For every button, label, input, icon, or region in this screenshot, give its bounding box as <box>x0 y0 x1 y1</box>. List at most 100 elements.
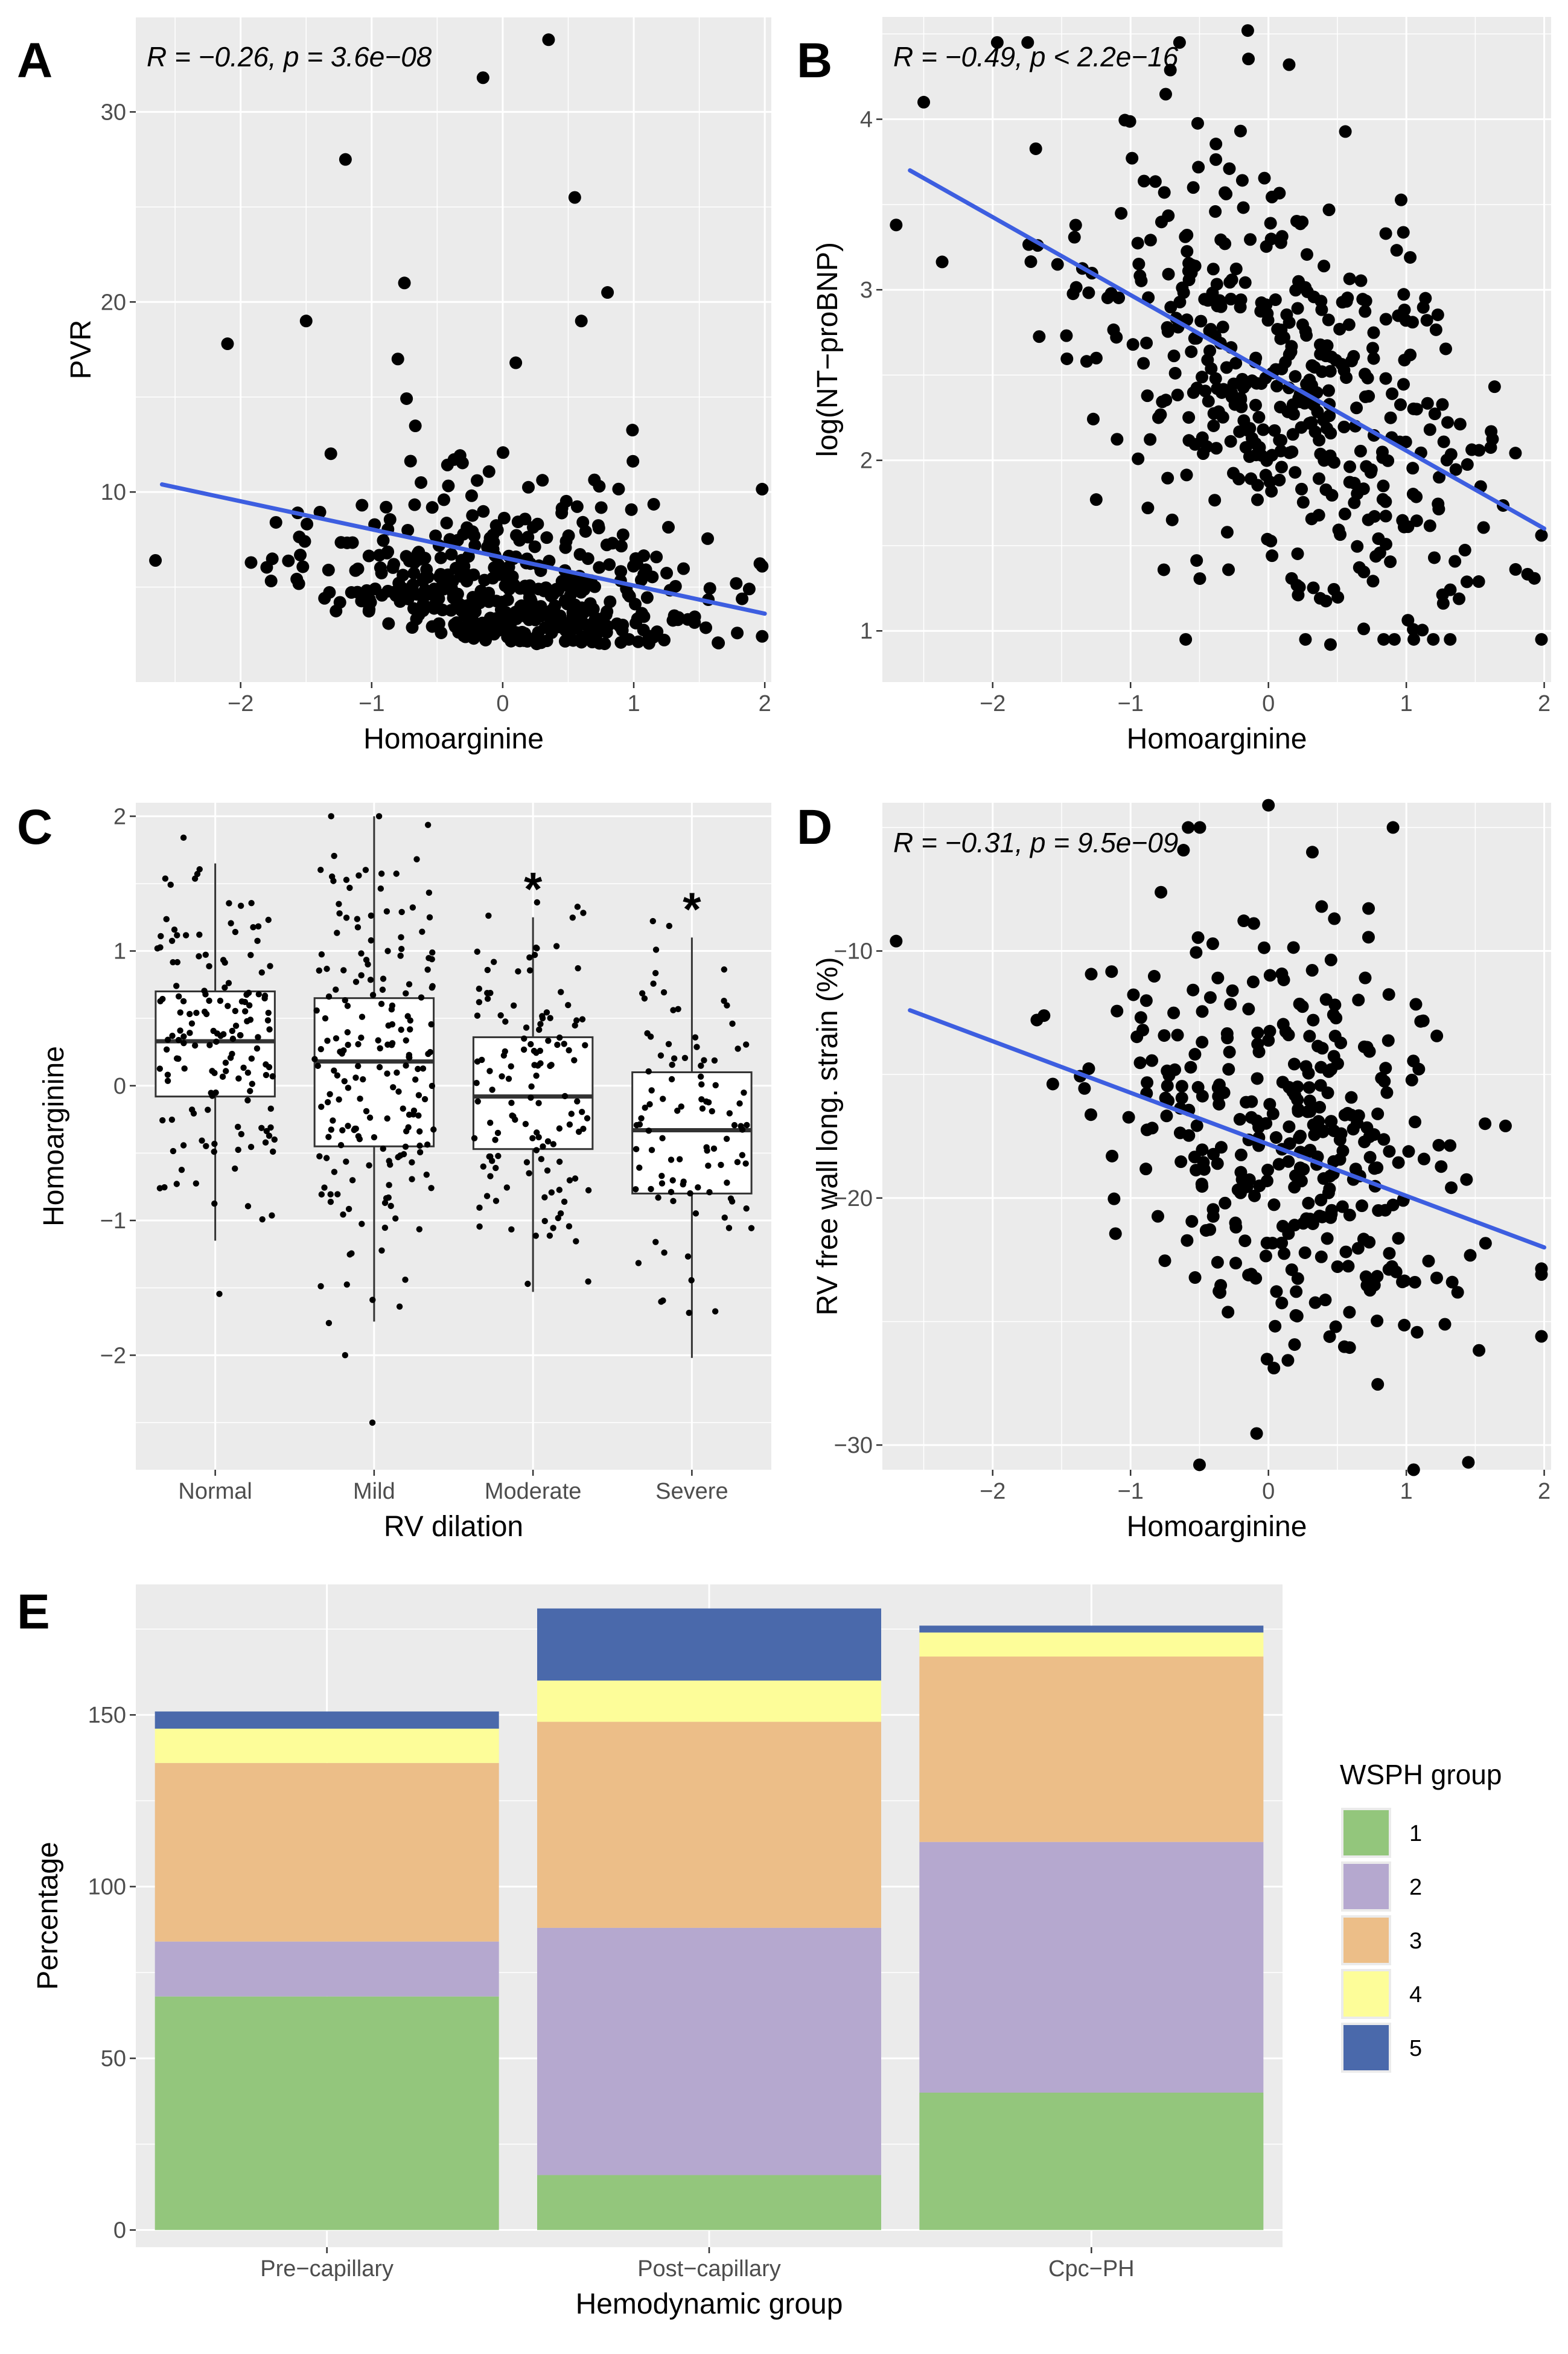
jitter-point <box>389 1040 396 1047</box>
data-point <box>564 589 577 602</box>
data-point <box>1293 581 1306 594</box>
jitter-point <box>425 889 433 896</box>
data-point <box>410 553 424 567</box>
data-point <box>1202 395 1215 408</box>
data-point <box>890 218 903 232</box>
panel-d-scatter: −2 −1 0 1 2−30−20−10R = −0.31, p = 9.5e−09Hom… <box>812 799 1551 1543</box>
data-point <box>1227 377 1240 391</box>
data-point <box>1318 260 1331 273</box>
data-point <box>1292 1105 1305 1118</box>
data-point <box>1305 846 1319 859</box>
jitter-point <box>726 1110 733 1117</box>
data-point <box>440 517 453 530</box>
jitter-point <box>331 852 337 860</box>
jitter-point <box>254 937 261 945</box>
data-point <box>1177 844 1190 857</box>
data-point <box>1171 1029 1184 1042</box>
data-point <box>1127 988 1140 1001</box>
data-point <box>1126 152 1139 165</box>
jitter-point <box>232 928 239 936</box>
data-point <box>1158 186 1171 199</box>
jitter-point <box>174 959 181 966</box>
legend-label: 3 <box>1409 1928 1422 1954</box>
data-point <box>1235 174 1249 187</box>
jitter-point <box>366 1114 374 1121</box>
jitter-point <box>579 1016 586 1022</box>
x-tick-label: 0 <box>1262 1479 1275 1504</box>
data-point <box>1302 1081 1316 1094</box>
jitter-point <box>476 985 483 992</box>
data-point <box>1407 1463 1420 1476</box>
data-point <box>1477 521 1490 534</box>
significance-marker: * <box>683 882 701 936</box>
jitter-point <box>205 1106 211 1113</box>
jitter-point <box>692 1210 700 1217</box>
data-point <box>753 557 766 570</box>
data-point <box>1141 1076 1154 1089</box>
data-point <box>616 624 629 637</box>
jitter-point <box>266 1064 273 1071</box>
data-point <box>1273 473 1286 486</box>
data-point <box>538 621 552 634</box>
data-point <box>1404 250 1417 264</box>
data-point <box>407 602 420 615</box>
data-point <box>1359 305 1372 318</box>
jitter-point <box>168 1116 176 1123</box>
jitter-point <box>342 997 348 1004</box>
bar-segment-wsph-2 <box>155 1941 499 1997</box>
jitter-point <box>171 926 178 933</box>
jitter-point <box>429 956 435 963</box>
data-point <box>1423 423 1436 436</box>
jitter-point <box>669 1061 675 1068</box>
data-point <box>467 632 480 645</box>
jitter-point <box>170 1147 177 1155</box>
y-axis-title: Percentage <box>32 1842 64 1990</box>
data-point <box>1318 454 1331 467</box>
data-point <box>1409 998 1423 1011</box>
data-point <box>1242 1003 1255 1016</box>
annotation-p: p < 2.2e−16 <box>1029 41 1179 72</box>
jitter-point <box>534 945 540 952</box>
jitter-point <box>324 1038 331 1044</box>
data-point <box>1266 1107 1280 1120</box>
data-point <box>510 612 523 625</box>
data-point <box>1224 435 1237 448</box>
data-point <box>499 579 512 592</box>
jitter-point <box>384 1115 390 1122</box>
jitter-point <box>413 856 420 863</box>
bar-segment-wsph-4 <box>537 1680 881 1722</box>
jitter-point <box>389 1002 396 1009</box>
data-point <box>1315 1061 1328 1074</box>
jitter-point <box>659 1135 666 1141</box>
data-point <box>1288 1219 1301 1232</box>
jitter-point <box>721 966 728 973</box>
data-point <box>1378 1074 1391 1088</box>
data-point <box>1105 965 1118 978</box>
data-point <box>1300 248 1313 261</box>
annotation-r: R = −0.31, <box>893 827 1023 858</box>
data-point <box>629 616 642 630</box>
data-point <box>1167 1006 1181 1019</box>
jitter-point <box>585 1187 592 1194</box>
jitter-point <box>343 1281 350 1288</box>
data-point <box>562 529 575 543</box>
bar-segment-wsph-5 <box>537 1608 881 1681</box>
data-point <box>712 636 725 649</box>
jitter-point <box>169 1032 176 1039</box>
data-point <box>1198 293 1211 306</box>
data-point <box>1313 1100 1327 1114</box>
data-point <box>1414 1015 1427 1028</box>
data-point <box>1331 1260 1344 1274</box>
jitter-point <box>228 920 234 927</box>
data-point <box>313 505 327 518</box>
data-point <box>523 591 536 604</box>
jitter-point <box>255 991 262 998</box>
data-point <box>646 631 660 644</box>
y-axis-title: RV free wall long. strain (%) <box>812 957 844 1316</box>
jitter-point <box>157 998 164 1004</box>
data-point <box>1282 1155 1295 1168</box>
data-point <box>1343 1306 1356 1319</box>
jitter-point <box>550 1141 557 1147</box>
jitter-point <box>402 1143 409 1150</box>
data-point <box>1209 442 1223 455</box>
